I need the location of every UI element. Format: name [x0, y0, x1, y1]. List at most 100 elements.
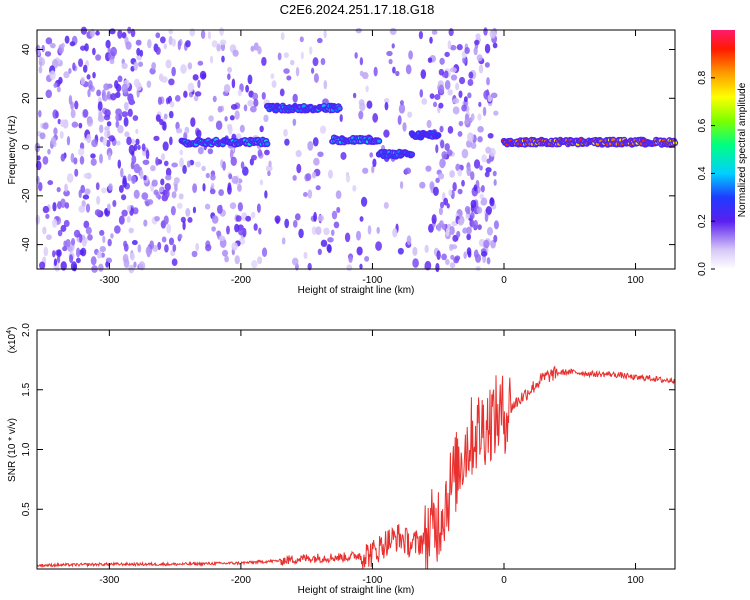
spectral-speckle	[204, 203, 211, 210]
spectral-speckle	[127, 173, 132, 182]
spectral-speckle	[90, 153, 96, 159]
spectral-speckle	[482, 106, 487, 117]
spectral-speckle	[116, 140, 121, 146]
spectral-speckle	[234, 223, 240, 233]
spectral-speckle	[359, 102, 366, 112]
spectral-speckle	[359, 216, 364, 222]
spectral-speckle	[485, 167, 492, 173]
spectral-speckle	[407, 111, 413, 118]
spectral-speckle	[484, 43, 491, 54]
spectral-speckle	[475, 33, 481, 40]
spectral-speckle	[466, 233, 471, 241]
spectral-speckle	[43, 246, 49, 257]
spectral-speckle	[66, 136, 71, 146]
spectral-speckle	[443, 197, 449, 206]
spectral-speckle	[447, 40, 452, 50]
spectral-speckle	[429, 181, 435, 191]
spectral-speckle	[221, 249, 229, 257]
spectral-speckle	[96, 251, 102, 259]
spectral-speckle	[447, 89, 453, 96]
spectral-speckle	[438, 172, 445, 180]
spectral-speckle	[477, 113, 482, 121]
spectral-speckle	[168, 110, 174, 119]
spectral-speckle	[478, 64, 484, 74]
spectral-speckle	[63, 71, 70, 79]
spectral-speckle	[56, 86, 61, 93]
spectral-speckle	[174, 95, 181, 102]
spectral-speckle	[62, 246, 68, 252]
spectral-speckle	[143, 219, 148, 227]
spectral-speckle	[445, 259, 450, 266]
spectral-speckle	[484, 212, 489, 223]
spectral-speckle	[158, 186, 164, 193]
spectral-speckle	[92, 47, 96, 56]
spectral-speckle	[104, 109, 111, 118]
spectral-speckle	[90, 158, 97, 166]
spectral-speckle	[114, 92, 119, 99]
spectral-speckle	[161, 236, 167, 243]
spectral-speckle	[234, 110, 240, 120]
spectral-speckle	[64, 35, 70, 44]
spectral-speckle	[53, 82, 58, 88]
spectral-speckle	[47, 148, 51, 155]
spectrogram-frame	[36, 29, 676, 270]
spectral-speckle	[473, 46, 478, 56]
spectral-speckle	[434, 94, 441, 100]
spectral-speckle	[123, 240, 128, 248]
spectral-speckle	[365, 85, 369, 93]
spectral-speckle	[157, 241, 162, 251]
spectral-speckle	[60, 224, 67, 232]
spectral-speckle	[398, 104, 405, 114]
spectral-speckle	[57, 118, 61, 125]
spectral-speckle	[53, 258, 58, 267]
spectral-speckle	[131, 240, 138, 246]
spectral-speckle	[336, 206, 341, 213]
spectral-speckle	[330, 229, 335, 236]
spectral-speckle	[399, 100, 404, 106]
spectral-speckle	[419, 89, 424, 98]
spectral-speckle	[61, 42, 65, 48]
spectral-speckle	[481, 154, 487, 163]
spectral-speckle	[237, 89, 242, 97]
spectral-speckle	[331, 210, 338, 220]
x-tick-label: -300	[99, 275, 119, 286]
spectral-speckle	[240, 161, 245, 169]
spectral-speckle	[426, 119, 432, 129]
spectral-speckle	[38, 181, 43, 192]
spectral-speckle	[419, 181, 426, 189]
spectral-speckle	[121, 209, 128, 217]
spectral-speckle	[464, 119, 470, 125]
spectral-speckle	[117, 29, 123, 39]
spectral-speckle	[56, 186, 61, 193]
spectral-speckle	[172, 244, 177, 252]
spectral-speckle	[467, 92, 472, 99]
spectral-speckle	[444, 51, 450, 58]
spectral-speckle	[115, 113, 120, 122]
spectral-speckle	[105, 261, 109, 268]
spectral-speckle	[392, 228, 398, 238]
spectral-speckle	[96, 89, 102, 97]
spectral-speckle	[458, 120, 464, 127]
spectral-speckle	[229, 115, 235, 121]
spectral-speckle	[250, 105, 257, 113]
spectral-speckle	[319, 125, 327, 134]
spectral-speckle	[458, 76, 466, 85]
spectral-speckle	[183, 131, 188, 141]
spectral-speckle	[271, 80, 277, 88]
spectral-speckle	[427, 57, 433, 64]
spectral-speckle	[259, 125, 264, 133]
spectral-speckle	[439, 158, 446, 169]
spectral-speckle	[170, 205, 176, 216]
spectral-speckle	[229, 202, 237, 210]
spectral-speckle	[435, 262, 440, 273]
spectral-speckle	[251, 260, 258, 269]
snr-y-label: SNR (10 * v/v)	[7, 418, 18, 482]
spectral-speckle	[295, 149, 302, 158]
snr-x-ticks: -300 -200 -100 0 100	[99, 330, 644, 586]
spectral-speckle	[80, 184, 85, 194]
spectral-speckle	[242, 166, 249, 176]
spectral-speckle	[141, 143, 146, 152]
spectral-speckle	[438, 102, 444, 109]
spectral-speckle	[391, 43, 395, 49]
spectral-speckle	[312, 137, 319, 147]
